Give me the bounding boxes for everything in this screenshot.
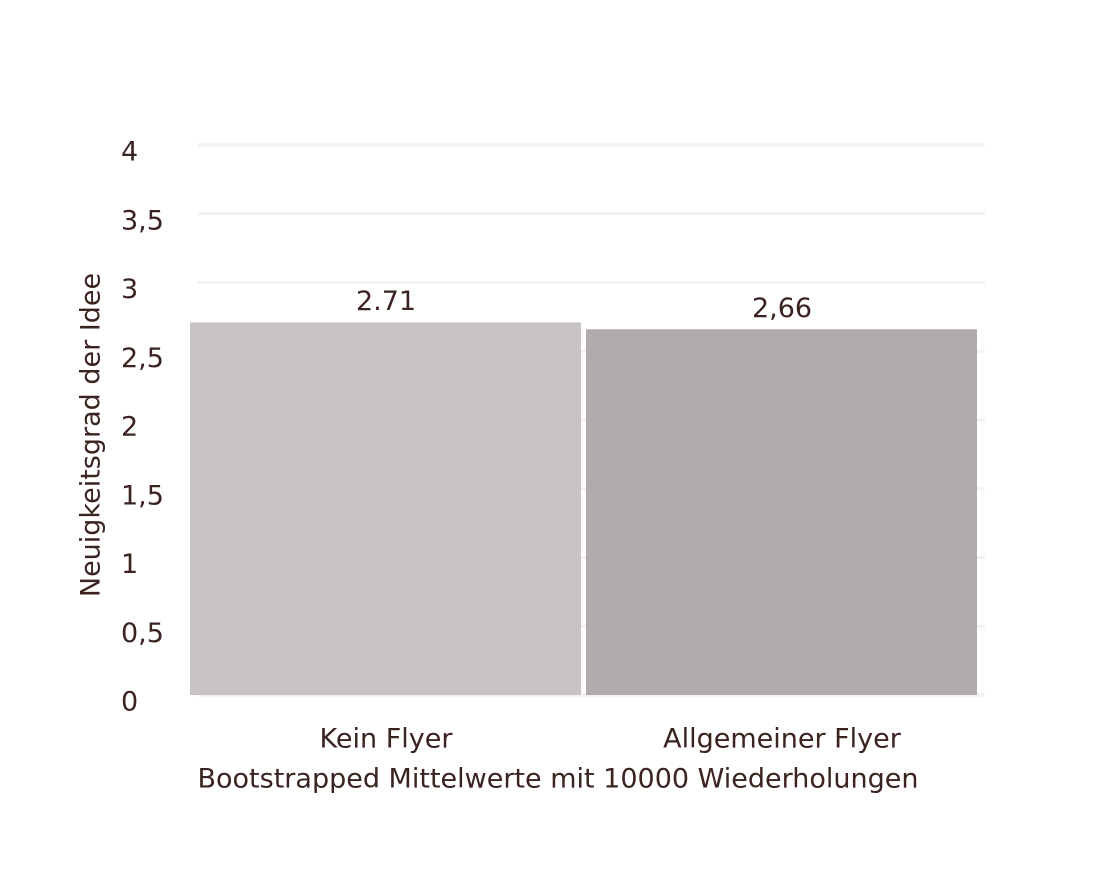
- y-tick-label: 1: [121, 549, 138, 580]
- value-label: 2,66: [752, 293, 812, 324]
- value-label: 2.71: [356, 286, 416, 317]
- x-tick-label: Kein Flyer: [320, 724, 454, 755]
- y-tick-label: 3,5: [121, 205, 164, 236]
- x-tick-label: Allgemeiner Flyer: [663, 724, 902, 755]
- bar: [190, 322, 581, 695]
- y-tick-label: 0,5: [121, 618, 164, 649]
- y-tick-label: 1,5: [121, 480, 164, 511]
- y-tick-label: 4: [121, 137, 138, 168]
- y-tick-label: 2: [121, 412, 138, 443]
- y-tick-label: 3: [121, 274, 138, 305]
- y-axis-label: Neuigkeitsgrad der Idee: [76, 273, 107, 597]
- y-tick-label: 2,5: [121, 343, 164, 374]
- bar: [586, 329, 977, 695]
- x-axis-label: Bootstrapped Mittelwerte mit 10000 Wiede…: [198, 764, 919, 795]
- y-tick-label: 0: [121, 687, 138, 718]
